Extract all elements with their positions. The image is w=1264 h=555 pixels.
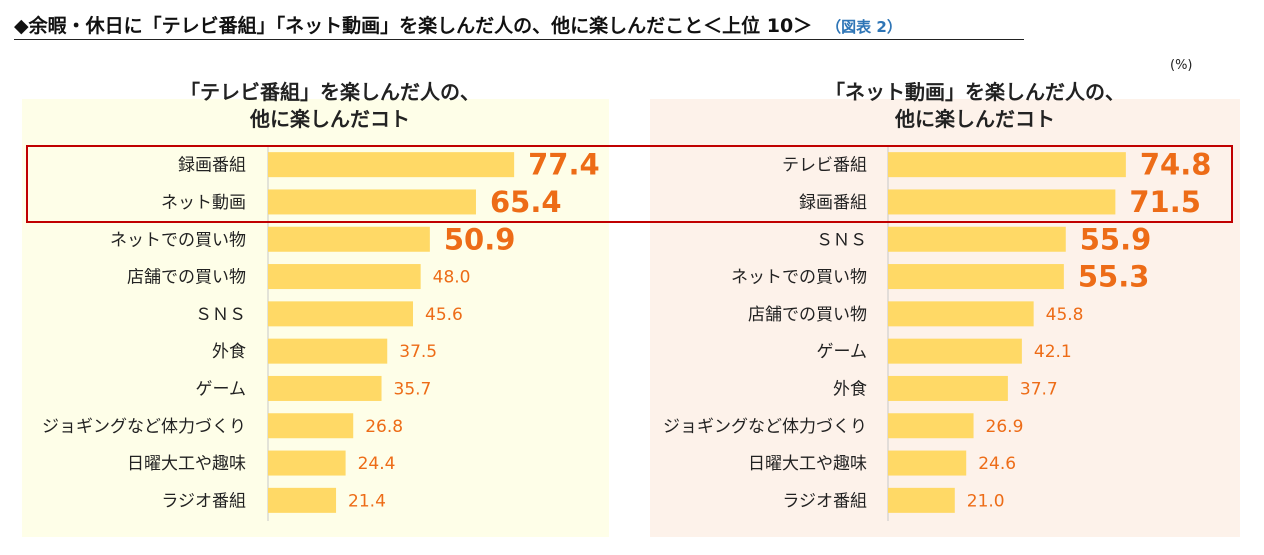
category-label: テレビ番組 <box>782 156 867 176</box>
category-label: ＳＮＳ <box>195 305 246 325</box>
value-label: 26.9 <box>986 417 1024 437</box>
value-label: 55.3 <box>1078 260 1150 294</box>
category-label: ネットでの買い物 <box>731 268 867 288</box>
title-underline <box>14 39 1024 40</box>
category-label: ジョギングなど体力づくり <box>42 417 246 437</box>
category-label: 録画番組 <box>799 193 867 213</box>
bar <box>268 264 421 290</box>
value-label: 55.9 <box>1080 222 1152 256</box>
category-label: ラジオ番組 <box>782 491 867 511</box>
bar <box>888 487 955 513</box>
video-panel-title-line: 他に楽しんだコト <box>894 107 1055 131</box>
bar <box>888 301 1034 327</box>
value-label: 71.5 <box>1129 185 1201 219</box>
value-label: 24.4 <box>358 454 396 474</box>
value-label: 37.7 <box>1020 379 1058 399</box>
category-label: ＳＮＳ <box>816 230 867 250</box>
category-label: ネット動画 <box>161 193 246 213</box>
video-panel-title-line: 「ネット動画」を楽しんだ人の、 <box>825 80 1125 104</box>
bar <box>888 226 1066 252</box>
category-label: 店舗での買い物 <box>127 268 246 288</box>
category-label: ネットでの買い物 <box>110 230 246 250</box>
bar <box>268 226 430 252</box>
category-label: ジョギングなど体力づくり <box>663 417 867 437</box>
unit-label: (%) <box>1170 58 1193 73</box>
bar <box>888 264 1064 290</box>
category-label: 録画番組 <box>178 156 246 176</box>
bar <box>888 189 1116 215</box>
value-label: 65.4 <box>490 185 562 219</box>
value-label: 45.8 <box>1046 305 1084 325</box>
bar <box>888 375 1008 401</box>
category-label: 日曜大工や趣味 <box>748 454 867 474</box>
page-title-text: ◆余暇・休日に「テレビ番組」「ネット動画」を楽しんだ人の、他に楽しんだこと＜上位… <box>14 15 813 37</box>
bar <box>888 338 1022 364</box>
value-label: 21.0 <box>967 491 1005 511</box>
bar <box>268 413 354 439</box>
category-label: ラジオ番組 <box>161 491 246 511</box>
value-label: 24.6 <box>978 454 1016 474</box>
value-label: 50.9 <box>444 222 516 256</box>
figure-reference: （図表 2） <box>826 18 902 36</box>
category-label: ゲーム <box>196 379 247 399</box>
bar <box>888 450 967 476</box>
tv-panel-title-line: 「テレビ番組」を楽しんだ人の、 <box>180 80 480 104</box>
page-title: ◆余暇・休日に「テレビ番組」「ネット動画」を楽しんだ人の、他に楽しんだこと＜上位… <box>14 11 902 38</box>
bar <box>268 301 414 327</box>
bar <box>888 152 1126 178</box>
bar <box>268 450 346 476</box>
value-label: 45.6 <box>425 305 463 325</box>
bar <box>268 375 382 401</box>
bar <box>268 487 337 513</box>
tv-panel-title-line: 他に楽しんだコト <box>249 107 410 131</box>
value-label: 74.8 <box>1140 148 1212 182</box>
bar <box>268 152 515 178</box>
value-label: 21.4 <box>348 491 386 511</box>
header: ◆余暇・休日に「テレビ番組」「ネット動画」を楽しんだ人の、他に楽しんだこと＜上位… <box>14 8 1024 40</box>
value-label: 48.0 <box>433 268 471 288</box>
bar <box>888 413 974 439</box>
highlight-frame <box>26 145 1233 223</box>
value-label: 35.7 <box>394 379 432 399</box>
bar <box>268 338 388 364</box>
value-label: 42.1 <box>1034 342 1072 362</box>
category-label: 店舗での買い物 <box>748 305 867 325</box>
value-label: 37.5 <box>399 342 437 362</box>
category-label: 外食 <box>212 342 246 362</box>
value-label: 26.8 <box>365 417 403 437</box>
value-label: 77.4 <box>528 148 600 182</box>
category-label: 外食 <box>833 379 867 399</box>
bar <box>268 189 476 215</box>
category-label: ゲーム <box>817 342 868 362</box>
category-label: 日曜大工や趣味 <box>127 454 246 474</box>
